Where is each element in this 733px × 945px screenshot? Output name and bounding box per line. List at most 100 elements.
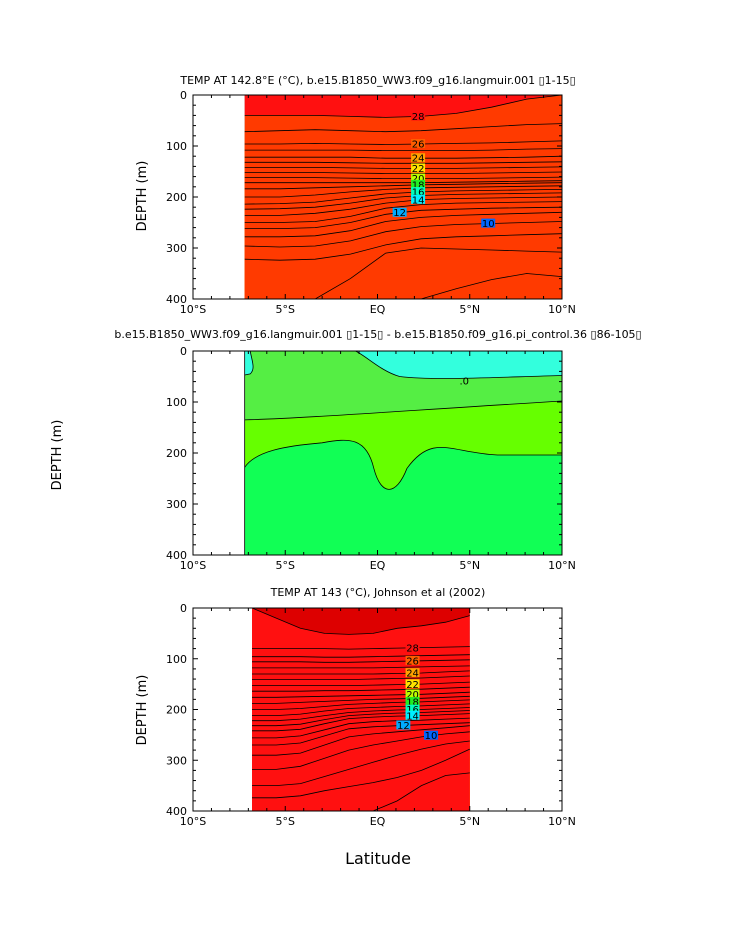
x-tick-label: 10°S [180,303,206,316]
contour-label: 22 [412,164,425,175]
contour-label-bg [411,179,426,189]
x-tick-label: 5°S [276,303,295,316]
y-tick-label: 300 [166,498,187,511]
contour-label: 12 [393,208,406,219]
x-tick-label: EQ [370,559,386,572]
isotherm-line [252,691,470,698]
difference-contour [244,400,563,421]
contour-label: 14 [412,195,425,206]
isotherm-line [244,211,563,238]
isotherm-line [252,710,470,727]
isotherm-line [252,675,470,680]
isotherm-line [244,123,563,133]
panel-title: b.e15.B1850_WW3.f09_g16.langmuir.001 ▯1-… [114,328,641,341]
isotherm-line [244,155,563,159]
y-tick-label: 100 [166,653,187,666]
y-tick-label: 0 [180,602,187,615]
isotherm-line [252,713,470,732]
x-tick-label: 10°S [180,559,206,572]
y-tick-label: 0 [180,89,187,102]
contour-label: 12 [397,721,410,732]
contour-label: 16 [412,188,425,199]
x-tick-label: 5°N [459,815,480,828]
difference-region [244,401,562,490]
contour-label: 28 [406,643,419,654]
contour-label: 20 [406,690,419,701]
x-tick-label: 10°N [548,303,576,316]
difference-region [355,351,562,379]
difference-region [244,351,254,375]
isotherm-line [251,607,470,635]
isotherm-line [244,196,563,216]
x-tick-label: 5°S [276,815,295,828]
x-tick-label: 5°S [276,559,295,572]
isotherm-line [252,659,470,663]
contour-label: .0 [459,377,469,388]
isotherm-line [252,686,470,692]
isotherm-line [252,670,470,675]
temperature-band [244,95,562,118]
contour-label-bg [405,668,420,678]
contour-label: 10 [425,731,438,742]
contour-label-bg [411,194,426,204]
panel-temperature-difference: b.e15.B1850_WW3.f09_g16.langmuir.001 ▯1-… [50,328,642,572]
isotherm-line [244,94,563,118]
y-tick-label: 400 [166,293,187,306]
isotherm-line [252,722,470,746]
contour-label: 20 [412,174,425,185]
y-tick-label: 200 [166,191,187,204]
contour-label: 24 [412,154,425,165]
x-tick-label: EQ [370,303,386,316]
panel-observed-temperature: TEMP AT 143 (°C), Johnson et al (2002) 2… [135,586,576,828]
x-tick-label: 5°N [459,559,480,572]
contour-label-bg [405,679,420,689]
isotherm-line [244,233,563,261]
contour-label-bg [405,655,420,665]
isotherm-line [244,192,563,210]
panel-title: TEMP AT 143 (°C), Johnson et al (2002) [270,586,486,599]
isotherm-line [252,703,470,716]
isotherm-line [252,725,470,756]
isotherm-line [244,185,563,198]
x-tick-label: 10°S [180,815,206,828]
isotherm-line [252,699,470,710]
temperature-band [252,608,470,635]
panel-title: TEMP AT 142.8°E (°C), b.e15.B1850_WW3.f0… [179,74,575,87]
isotherm-line [252,740,470,786]
contour-label-bg [405,642,420,652]
isotherm-line [252,646,470,650]
y-axis-label: DEPTH (m) [135,161,150,232]
isotherm-line [244,166,563,169]
isotherm-line [244,161,563,164]
isotherm-line [244,140,563,145]
difference-contour [244,350,254,376]
isotherm-line [252,665,470,669]
isotherm-line [244,176,563,179]
isotherm-line [252,695,470,704]
x-tick-label: 10°N [548,559,576,572]
isotherm-line [244,171,563,174]
contour-label-bg [411,153,426,163]
y-tick-label: 100 [166,140,187,153]
isotherm-line [244,221,563,248]
contour-label-bg [405,689,420,699]
contour-label-bg [405,710,420,720]
contour-label: 24 [406,669,419,680]
isotherm-line [252,654,470,658]
contour-label: 26 [412,140,425,151]
x-tick-label: 5°N [459,303,480,316]
contour-label-bg [411,139,426,149]
isotherm-line [244,182,563,190]
contour-label: 14 [406,711,419,722]
plot-area: .0 10°S 5°S EQ 5°N 10°N 0 100 200 300 400 [166,345,576,572]
y-tick-label: 300 [166,754,187,767]
y-tick-label: 200 [166,704,187,717]
y-tick-label: 300 [166,242,187,255]
contour-label-bg [481,218,496,228]
isotherm-line [244,148,563,151]
isotherm-line [252,748,470,799]
contour-label-bg [411,173,426,183]
